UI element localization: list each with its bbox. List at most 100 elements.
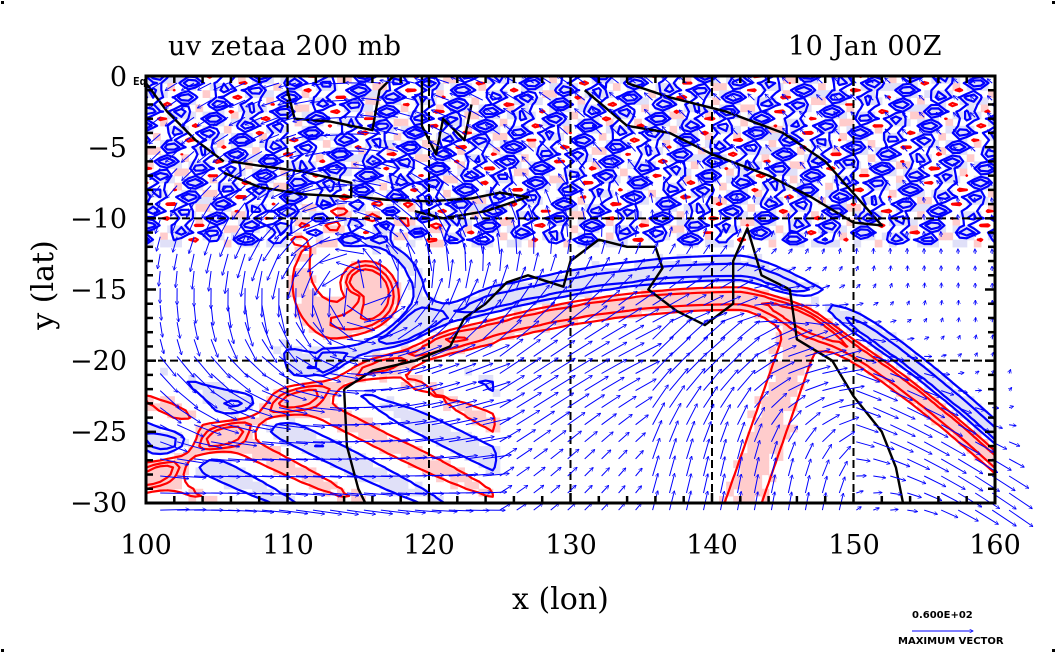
- wind-vector: [686, 404, 698, 425]
- vorticity-fill-cell: [301, 431, 310, 440]
- vorticity-fill-cell: [733, 481, 741, 490]
- corner-dot-top-right: [1052, 1, 1055, 4]
- wind-vector: [907, 510, 917, 512]
- vorticity-fill-cell: [676, 118, 685, 127]
- wind-vector: [907, 214, 908, 220]
- vorticity-fill-cell: [216, 403, 225, 412]
- vorticity-fill-cell: [612, 303, 621, 312]
- vorticity-fill-cell: [789, 382, 798, 390]
- vorticity-fill-cell: [407, 310, 416, 319]
- vorticity-fill-cell: [301, 289, 310, 298]
- vorticity-fill-cell: [740, 488, 748, 497]
- wind-vector: [669, 421, 679, 442]
- vorticity-fill-cell: [747, 460, 756, 469]
- wind-vector: [618, 450, 627, 460]
- wind-vector: [703, 387, 718, 408]
- vorticity-fill-cell: [259, 453, 267, 461]
- vorticity-fill-cell: [563, 125, 572, 134]
- vorticity-fill-cell: [379, 438, 388, 447]
- vorticity-fill-cell: [337, 161, 345, 170]
- vorticity-fill-cell: [733, 253, 741, 262]
- vorticity-fill-cell: [407, 346, 416, 355]
- wind-vector: [584, 485, 593, 494]
- vorticity-fill-cell: [337, 303, 345, 312]
- vorticity-fill-cell: [153, 424, 161, 433]
- vorticity-fill-cell: [641, 168, 649, 177]
- vorticity-fill-cell: [584, 125, 593, 134]
- vorticity-fill-cell: [782, 332, 791, 340]
- vorticity-fill-cell: [344, 218, 352, 227]
- vorticity-fill-cell: [549, 218, 557, 227]
- vorticity-fill-cell: [146, 239, 154, 248]
- vorticity-fill-cell: [301, 296, 310, 305]
- vorticity-fill-cell: [676, 111, 685, 120]
- wind-vector: [839, 417, 859, 426]
- vorticity-fill-cell: [308, 431, 317, 440]
- vorticity-fill-cell: [457, 97, 465, 106]
- vorticity-fill-cell: [216, 382, 225, 390]
- vorticity-fill-cell: [160, 367, 168, 376]
- vorticity-fill-cell: [266, 161, 274, 170]
- vorticity-fill-cell: [683, 140, 692, 148]
- vorticity-fill-cell: [457, 147, 465, 155]
- wind-vector: [839, 432, 854, 443]
- vorticity-fill-cell: [429, 424, 437, 433]
- vorticity-fill-cell: [372, 310, 381, 319]
- vorticity-fill-cell: [761, 403, 770, 412]
- vorticity-fill-cell: [591, 261, 600, 269]
- vorticity-fill-cell: [782, 282, 791, 291]
- vorticity-fill-cell: [768, 83, 777, 91]
- vorticity-fill-cell: [803, 168, 812, 177]
- vorticity-fill-cell: [719, 182, 727, 191]
- vorticity-fill-cell: [478, 132, 487, 141]
- wind-vector: [805, 249, 808, 255]
- vorticity-fill-cell: [358, 282, 366, 291]
- vorticity-fill-cell: [429, 495, 437, 503]
- vorticity-fill-cell: [216, 438, 225, 447]
- wind-vector: [958, 354, 961, 357]
- vorticity-fill-cell: [160, 189, 168, 198]
- vorticity-fill-cell: [789, 76, 798, 84]
- vorticity-fill-cell: [775, 132, 784, 141]
- vorticity-fill-cell: [167, 239, 175, 248]
- vorticity-fill-cell: [747, 474, 756, 483]
- vorticity-fill-cell: [337, 132, 345, 141]
- vorticity-fill-cell: [528, 289, 536, 298]
- vorticity-fill-cell: [372, 360, 381, 369]
- vorticity-fill-cell: [337, 76, 345, 84]
- vorticity-fill-cell: [712, 147, 720, 155]
- wind-vector: [821, 476, 827, 494]
- vorticity-fill-cell: [153, 431, 161, 440]
- vorticity-fill-cell: [443, 76, 451, 84]
- vorticity-fill-cell: [584, 268, 593, 276]
- vorticity-fill-cell: [782, 374, 791, 383]
- vorticity-fill-cell: [443, 310, 451, 319]
- vorticity-fill-cell: [245, 446, 253, 454]
- wind-vector: [584, 432, 598, 443]
- vorticity-fill-cell: [414, 325, 423, 333]
- vorticity-fill-cell: [535, 282, 543, 291]
- vorticity-fill-cell: [641, 289, 649, 298]
- vorticity-fill-cell: [252, 481, 260, 490]
- chart-title-right: 10 Jan 00Z: [788, 31, 942, 62]
- vorticity-fill-cell: [506, 154, 515, 162]
- vorticity-fill-cell: [457, 438, 465, 447]
- wind-vector: [822, 249, 824, 255]
- vorticity-fill-cell: [620, 168, 628, 177]
- vorticity-fill-cell: [485, 467, 494, 476]
- wind-vector: [856, 214, 857, 220]
- vorticity-fill-cell: [308, 446, 317, 454]
- vorticity-fill-cell: [464, 446, 473, 454]
- wind-vector: [257, 270, 263, 299]
- wind-vector: [686, 491, 692, 511]
- vorticity-fill-cell: [365, 417, 373, 426]
- vorticity-fill-cell: [506, 147, 515, 155]
- vorticity-fill-cell: [379, 140, 388, 148]
- vorticity-fill-cell: [712, 253, 720, 262]
- vorticity-fill-cell: [726, 225, 734, 234]
- vorticity-fill-cell: [160, 118, 168, 127]
- vorticity-fill-cell: [761, 261, 770, 269]
- vorticity-fill-cell: [662, 296, 671, 305]
- vorticity-fill-cell: [825, 182, 833, 191]
- vorticity-fill-cell: [351, 317, 359, 326]
